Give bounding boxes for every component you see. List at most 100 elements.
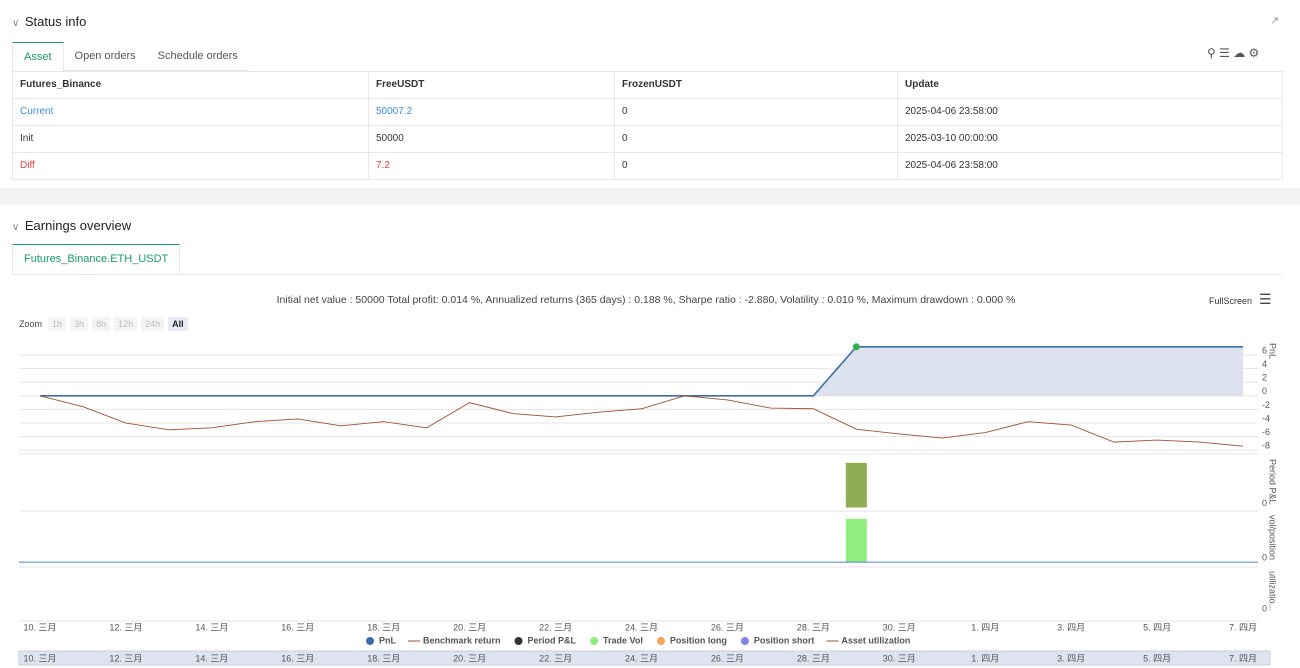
navigator-label: 10. 三月 bbox=[23, 653, 56, 663]
navigator bbox=[18, 650, 1271, 666]
y-tick-label: 0 bbox=[1262, 552, 1267, 562]
axis-title: Period P&L bbox=[1268, 459, 1278, 505]
zoom-label: Zoom bbox=[19, 319, 43, 329]
x-tick-label: 28. 三月 bbox=[797, 622, 830, 632]
cell: 2025-04-06 23:58:00 bbox=[898, 153, 1283, 180]
cell: Init bbox=[13, 126, 369, 153]
x-tick-label: 24. 三月 bbox=[625, 622, 658, 632]
x-tick-label: 20. 三月 bbox=[453, 622, 486, 632]
menu-icon[interactable]: ☰ bbox=[1259, 291, 1272, 307]
navigator-label: 22. 三月 bbox=[539, 653, 572, 663]
zoom-button[interactable]: All bbox=[168, 317, 188, 331]
navigator-label: 12. 三月 bbox=[109, 653, 142, 663]
fullscreen-button[interactable]: FullScreen bbox=[1209, 296, 1253, 306]
x-tick-label: 26. 三月 bbox=[711, 622, 744, 632]
axis-title: vol/position bbox=[1268, 515, 1278, 560]
legend-label: Trade Vol bbox=[603, 635, 643, 645]
header-cell: Update bbox=[898, 72, 1283, 99]
title-text: Earnings overview bbox=[24, 218, 132, 233]
navigator-label: 20. 三月 bbox=[453, 653, 486, 663]
x-tick-label: 3. 四月 bbox=[1057, 622, 1085, 632]
cell: Diff bbox=[13, 153, 369, 180]
y-tick-label: 6 bbox=[1262, 345, 1267, 355]
x-tick-label: 16. 三月 bbox=[281, 622, 314, 632]
axis-title: PnL bbox=[1268, 343, 1278, 359]
legend-label: Benchmark return bbox=[423, 635, 501, 645]
legend-symbol bbox=[514, 637, 523, 645]
cell: 0 bbox=[615, 153, 898, 180]
legend-symbol bbox=[740, 637, 749, 645]
x-tick-label: 1. 四月 bbox=[971, 622, 999, 632]
tabs: Futures_Binance.ETH_USDT bbox=[12, 244, 1282, 275]
navigator-label: 1. 四月 bbox=[971, 653, 999, 663]
x-tick-label: 30. 三月 bbox=[883, 622, 916, 632]
line bbox=[39, 395, 1244, 447]
navigator-label: 24. 三月 bbox=[625, 653, 658, 663]
tab[interactable]: Schedule orders bbox=[146, 42, 249, 71]
zoom-bar: Zoom 1h 3h 8h 12h 24h All bbox=[19, 317, 188, 331]
status-panel: ∨ Status info ↗ ⚲ ☰ ☁ ⚙ Asset Open order… bbox=[0, 0, 1300, 188]
y-tick-label: -2 bbox=[1262, 400, 1270, 410]
navigator-label: 3. 四月 bbox=[1057, 653, 1085, 663]
x-tick-label: 18. 三月 bbox=[367, 622, 400, 632]
y-tick-label: -6 bbox=[1262, 427, 1270, 437]
legend-symbol bbox=[656, 637, 665, 645]
cell: 50000 bbox=[369, 126, 615, 153]
line bbox=[40, 346, 1243, 397]
navigator-label: 30. 三月 bbox=[883, 653, 916, 663]
tab[interactable]: Open orders bbox=[63, 42, 147, 71]
y-tick-label: 0 bbox=[1262, 604, 1267, 614]
bar bbox=[845, 518, 867, 563]
header-cell: FreeUSDT bbox=[369, 72, 615, 99]
x-tick-label: 12. 三月 bbox=[109, 622, 142, 632]
summary: Initial net value : 50000 Total profit: … bbox=[276, 294, 1016, 306]
y-tick-label: 4 bbox=[1262, 359, 1267, 369]
bar bbox=[845, 462, 867, 508]
y-tick-label: -4 bbox=[1262, 413, 1270, 423]
navigator-label: 7. 四月 bbox=[1229, 653, 1257, 663]
legend-symbol bbox=[590, 637, 599, 645]
navigator-label: 26. 三月 bbox=[711, 653, 744, 663]
legend-label: Position long bbox=[670, 635, 727, 645]
zoom-button[interactable]: 12h bbox=[114, 317, 138, 331]
zoom-button[interactable]: 24h bbox=[141, 317, 165, 331]
x-tick-label: 10. 三月 bbox=[23, 622, 56, 632]
legend-symbol bbox=[366, 637, 374, 645]
legend-label: Period P&L bbox=[528, 635, 577, 645]
tab[interactable]: Futures_Binance.ETH_USDT bbox=[12, 244, 181, 274]
cell: 0 bbox=[615, 99, 898, 126]
y-tick-label: 2 bbox=[1262, 373, 1267, 383]
section-title: ∨ Earnings overview bbox=[12, 218, 132, 233]
navigator-label: 14. 三月 bbox=[195, 653, 228, 663]
zoom-button[interactable]: 1h bbox=[48, 317, 67, 331]
zoom-button[interactable]: 8h bbox=[92, 317, 111, 331]
header-cell: FrozenUSDT bbox=[615, 72, 898, 99]
navigator-label: 28. 三月 bbox=[797, 653, 830, 663]
cell: 0 bbox=[615, 126, 898, 153]
cell: 7.2 bbox=[369, 153, 615, 180]
legend-label: Asset utilization bbox=[841, 635, 910, 645]
cell: 50007.2 bbox=[369, 99, 615, 126]
x-tick-label: 14. 三月 bbox=[195, 622, 228, 632]
collapse-icon[interactable]: ↗ bbox=[1270, 15, 1280, 27]
tabs: Asset Open orders Schedule orders bbox=[12, 42, 249, 72]
y-tick-label: 0 bbox=[1262, 498, 1267, 508]
header-cell: Futures_Binance bbox=[13, 72, 369, 99]
axis-title: utilizatio... bbox=[1268, 571, 1278, 611]
asset-table: Futures_Binance FreeUSDT FrozenUSDT Update C… bbox=[12, 71, 1283, 180]
y-tick-label: 0 bbox=[1262, 386, 1267, 396]
cell: 2025-04-06 23:58:00 bbox=[898, 99, 1283, 126]
trade-flag bbox=[852, 343, 860, 351]
x-tick-label: 22. 三月 bbox=[539, 622, 572, 632]
section-title: ∨ Status info bbox=[12, 14, 87, 29]
cell: 2025-03-10 00:00:00 bbox=[898, 126, 1283, 153]
navigator-label: 16. 三月 bbox=[281, 653, 314, 663]
x-tick-label: 7. 四月 bbox=[1229, 622, 1257, 632]
navigator-label: 18. 三月 bbox=[367, 653, 400, 663]
area bbox=[40, 346, 1243, 396]
zoom-button[interactable]: 3h bbox=[70, 317, 89, 331]
x-tick-label: 5. 四月 bbox=[1143, 622, 1171, 632]
legend-label: Position short bbox=[754, 635, 815, 645]
toolbar-icons[interactable]: ⚲ ☰ ☁ ⚙ bbox=[1207, 46, 1260, 60]
